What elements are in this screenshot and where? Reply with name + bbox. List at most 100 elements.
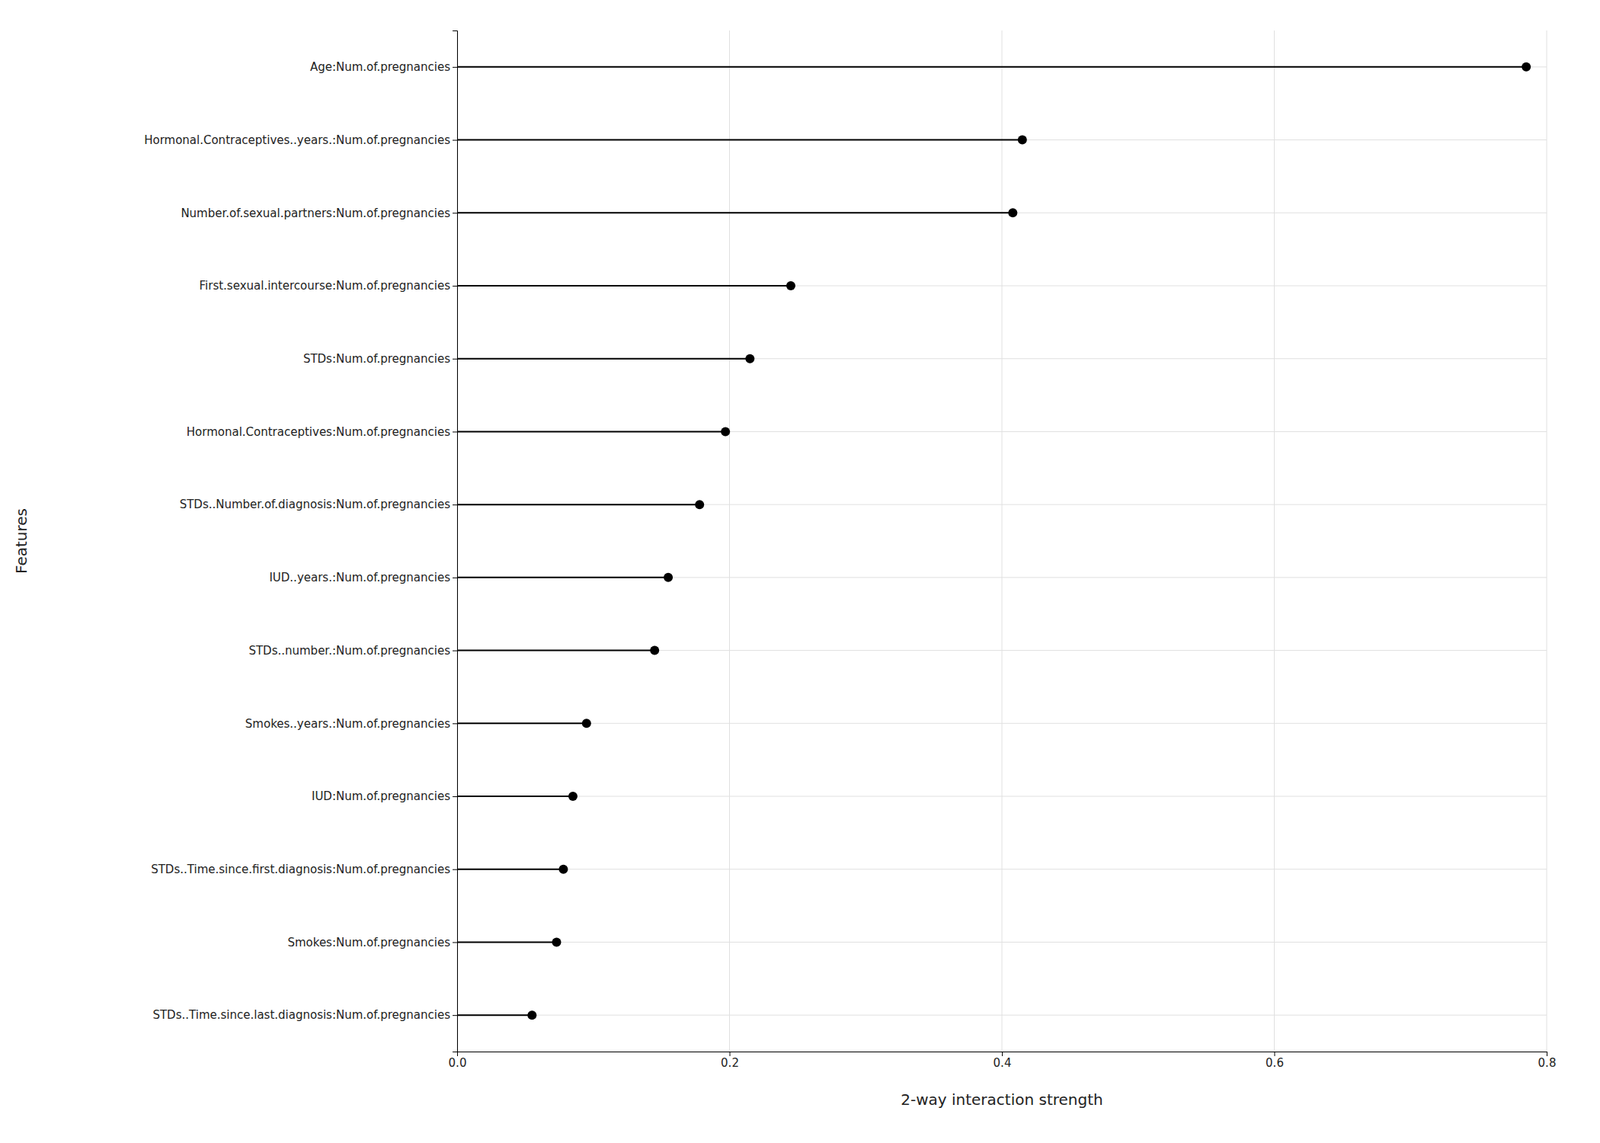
grid-line (1546, 30, 1548, 1052)
tick-label: STDs..Time.since.last.diagnosis:Num.of.p… (152, 1008, 451, 1022)
tick-mark (452, 504, 458, 506)
grid-line (457, 431, 1547, 432)
grid-line (457, 649, 1547, 651)
tick-label: Age:Num.of.pregnancies (310, 60, 451, 74)
lollipop-dot (720, 426, 730, 436)
tick-label: Hormonal.Contraceptives:Num.of.pregnanci… (186, 425, 451, 439)
grid-line (457, 1014, 1547, 1016)
tick-label: First.sexual.intercourse:Num.of.pregnanc… (199, 278, 452, 293)
lollipop-dot (582, 718, 592, 728)
lollipop-dot (527, 1010, 537, 1020)
tick: IUD:Num.of.pregnancies (311, 789, 458, 804)
tick-label: 0.8 (1538, 1056, 1557, 1070)
tick: 0.6 (1265, 1051, 1284, 1070)
tick: STDs..Time.since.last.diagnosis:Num.of.p… (152, 1008, 458, 1022)
tick-mark (452, 577, 458, 579)
tick-label: STDs:Num.of.pregnancies (303, 352, 451, 366)
lollipop-stem (457, 430, 726, 432)
lollipop-stem (457, 576, 669, 579)
tick: IUD..years.:Num.of.pregnancies (268, 570, 458, 585)
lollipop-stem (457, 1014, 532, 1016)
tick-mark (452, 431, 458, 432)
tick-mark (452, 358, 458, 360)
grid-line (457, 868, 1547, 870)
tick: Number.of.sexual.partners:Num.of.pregnan… (180, 206, 458, 221)
tick: Smokes..years.:Num.of.pregnancies (245, 716, 458, 731)
lollipop-dot (786, 281, 796, 291)
tick-label: Hormonal.Contraceptives..years.:Num.of.p… (144, 133, 451, 148)
lollipop-stem (457, 211, 1013, 214)
axis-line (452, 31, 458, 1053)
lollipop-dot (745, 354, 755, 364)
lollipop-stem (457, 940, 557, 943)
grid-line (457, 212, 1547, 214)
grid-line (457, 358, 1547, 359)
tick: 0.4 (993, 1051, 1012, 1070)
tick: Age:Num.of.pregnancies (310, 60, 458, 74)
tick-mark (452, 212, 458, 214)
lollipop-dot (649, 646, 660, 656)
tick-mark (452, 650, 458, 652)
lollipop-dot (1017, 135, 1028, 145)
tick-label: Number.of.sexual.partners:Num.of.pregnan… (180, 206, 451, 221)
y-axis-title: Features (12, 508, 31, 574)
tick-mark (452, 140, 458, 141)
tick: 0.2 (720, 1051, 740, 1070)
lollipop-stem (457, 795, 573, 797)
grid-line (457, 285, 1547, 287)
tick-label: 0.0 (448, 1056, 468, 1070)
grid-line (457, 139, 1547, 141)
tick-label: Smokes..years.:Num.of.pregnancies (245, 716, 451, 731)
tick-mark (452, 285, 458, 287)
tick-label: Smokes:Num.of.pregnancies (287, 935, 451, 950)
grid-line (457, 941, 1547, 943)
lollipop-dot (568, 791, 578, 801)
tick-label: 0.6 (1265, 1056, 1284, 1070)
grid-line (1273, 30, 1275, 1052)
tick-label: IUD:Num.of.pregnancies (311, 789, 451, 804)
grid-line (457, 504, 1547, 506)
grid-line (457, 66, 1547, 68)
lollipop-dot (551, 937, 561, 947)
chart: 0.0 0.2 0.4 0.6 0.8 STDs..Time.since.last.dia… (0, 0, 1600, 1143)
tick-label: IUD..years.:Num.of.pregnancies (268, 570, 451, 585)
tick-label: 0.2 (720, 1056, 740, 1070)
grid-line (457, 723, 1547, 724)
x-axis: 0.0 0.2 0.4 0.6 0.8 (448, 1051, 1557, 1070)
tick-mark (452, 869, 458, 871)
marks (457, 62, 1531, 1020)
tick: Hormonal.Contraceptives:Num.of.pregnanci… (186, 425, 458, 439)
tick-label: STDs..number.:Num.of.pregnancies (248, 643, 451, 658)
grid (457, 30, 1547, 1052)
lollipop-stem (457, 66, 1527, 68)
x-axis-title: 2-way interaction strength (900, 1090, 1104, 1109)
tick: STDs..number.:Num.of.pregnancies (248, 643, 458, 658)
tick: 0.0 (448, 1051, 468, 1070)
tick: STDs:Num.of.pregnancies (303, 352, 458, 366)
lollipop-stem (457, 284, 791, 287)
lollipop-dot (1008, 208, 1018, 218)
tick: STDs..Number.of.diagnosis:Num.of.pregnan… (179, 497, 458, 512)
lollipop-stem (457, 722, 587, 724)
y-axis: STDs..Time.since.last.diagnosis:Num.of.p… (144, 31, 458, 1053)
plot-area: 0.0 0.2 0.4 0.6 0.8 STDs..Time.since.last.dia… (12, 30, 1556, 1109)
lollipop-stem (457, 139, 1023, 141)
lollipop-stem (457, 649, 655, 652)
grid-line (729, 30, 730, 1052)
lollipop-dot (558, 864, 568, 874)
lollipop-stem (457, 868, 564, 871)
tick-label: STDs..Time.since.first.diagnosis:Num.of.… (150, 862, 451, 877)
tick: First.sexual.intercourse:Num.of.pregnanc… (199, 278, 458, 293)
lollipop-dot (694, 499, 704, 509)
tick-mark (452, 67, 458, 68)
tick-label: 0.4 (993, 1056, 1012, 1070)
lollipop-dot (1521, 62, 1531, 72)
tick-mark (452, 796, 458, 797)
tick-mark (452, 941, 458, 943)
lollipop-stem (457, 358, 750, 360)
tick-mark (452, 1014, 458, 1016)
grid-line (1001, 30, 1003, 1052)
tick-label: STDs..Number.of.diagnosis:Num.of.pregnan… (179, 497, 452, 512)
tick: STDs..Time.since.first.diagnosis:Num.of.… (150, 862, 458, 877)
grid-line (457, 576, 1547, 578)
